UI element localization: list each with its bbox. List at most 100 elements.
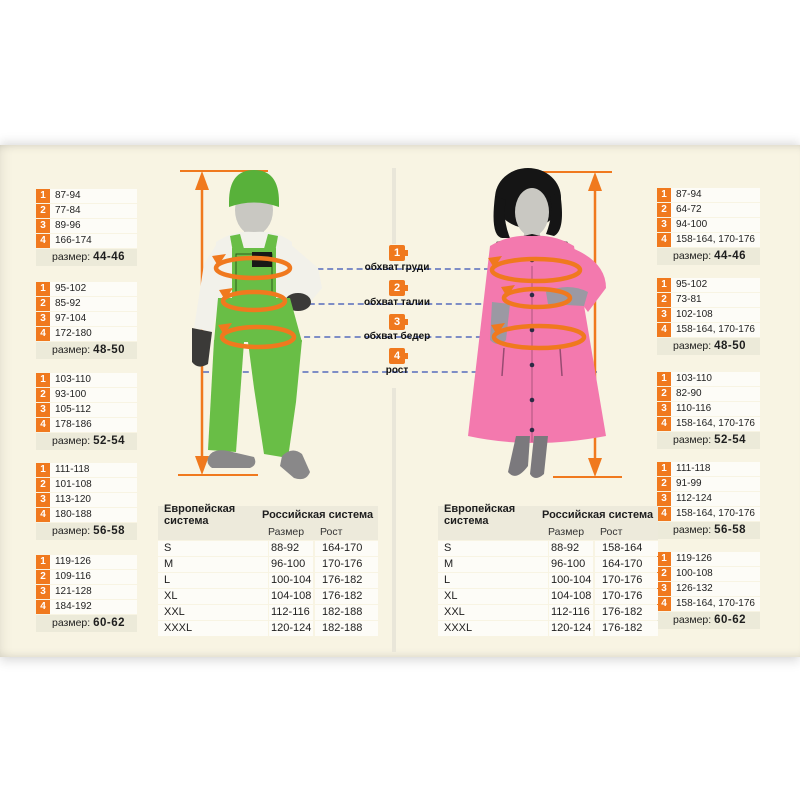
- male-worker-figure: [178, 170, 322, 480]
- legend-label-waist: обхват талии: [364, 297, 430, 308]
- ru-size: 88-92: [269, 541, 313, 556]
- measure-value: 64-72: [671, 203, 760, 217]
- measure-value: 87-94: [50, 189, 137, 203]
- size-label: размер:: [52, 617, 91, 629]
- ru-height: 176-182: [595, 621, 658, 636]
- table-subheader-size: Размер: [548, 526, 585, 538]
- ru-size: 104-108: [269, 589, 313, 604]
- row-number: 2: [657, 387, 671, 401]
- measure-value: 73-81: [671, 293, 760, 307]
- row-number: 3: [36, 585, 50, 599]
- legend-badge-2: 2: [389, 280, 408, 296]
- ru-height: 158-164: [595, 541, 658, 556]
- row-number: 2: [657, 203, 671, 217]
- row-number: 4: [36, 327, 50, 341]
- legend-badge-3: 3: [389, 314, 408, 330]
- size-label: размер:: [673, 524, 712, 536]
- size-label: размер:: [673, 614, 712, 626]
- size-row: размер: 48-50: [36, 342, 137, 359]
- measure-value: 109-116: [50, 570, 137, 584]
- size-value: 60-62: [714, 614, 747, 626]
- legend-badge-4: 4: [389, 348, 408, 364]
- table-row: XXXL 120-124 182-188: [158, 621, 378, 636]
- measure-value: 103-110: [50, 373, 137, 387]
- measure-value: 158-164, 170-176: [671, 597, 760, 611]
- size-label: размер:: [52, 435, 91, 447]
- measure-value: 91-99: [671, 477, 760, 491]
- eu-size: XXL: [438, 605, 548, 620]
- table-row: XXL 112-116 176-182: [438, 605, 658, 620]
- table-subheader-height: Рост: [600, 526, 623, 538]
- size-label: размер:: [52, 344, 91, 356]
- row-number: 4: [36, 234, 50, 248]
- size-value: 60-62: [93, 617, 126, 629]
- table-header-ru: Российская система: [542, 509, 654, 521]
- measure-value: 102-108: [671, 308, 760, 322]
- women-size-system-table: Европейская система Российская система Ра…: [438, 503, 658, 636]
- eu-size: S: [158, 541, 268, 556]
- hips-dashed-line: [294, 336, 492, 338]
- size-row: размер: 44-46: [36, 249, 137, 266]
- measure-value: 113-120: [50, 493, 137, 507]
- female-measure-ellipses: [488, 256, 587, 351]
- measure-value: 111-118: [50, 463, 137, 477]
- size-row: размер: 44-46: [657, 248, 760, 265]
- row-number: 2: [36, 570, 50, 584]
- row-number: 2: [657, 477, 671, 491]
- row-number: 3: [36, 403, 50, 417]
- row-number: 3: [657, 402, 671, 416]
- size-row: размер: 48-50: [657, 338, 760, 355]
- ru-height: 164-170: [595, 557, 658, 572]
- measure-value: 85-92: [50, 297, 137, 311]
- row-number: 3: [36, 219, 50, 233]
- row-number: 1: [657, 188, 671, 202]
- measure-value: 89-96: [50, 219, 137, 233]
- ru-size: 100-104: [549, 573, 593, 588]
- ru-size: 88-92: [549, 541, 593, 556]
- size-row: размер: 56-58: [36, 523, 137, 540]
- legend-item-hips: 3 обхват бедер: [337, 312, 457, 342]
- ru-height: 182-188: [315, 621, 378, 636]
- height-dashed-line: [203, 371, 597, 373]
- table-row: L 100-104 170-176: [438, 573, 658, 588]
- female-body: [468, 168, 606, 478]
- measure-value: 105-112: [50, 403, 137, 417]
- size-value: 48-50: [714, 340, 747, 352]
- measure-value: 180-188: [50, 508, 137, 522]
- size-label: размер:: [52, 525, 91, 537]
- legend-badge-1: 1: [389, 245, 408, 261]
- ru-size: 96-100: [549, 557, 593, 572]
- size-label: размер:: [52, 251, 91, 263]
- eu-size: M: [158, 557, 268, 572]
- male-measure-ellipses: [212, 254, 297, 350]
- measure-value: 97-104: [50, 312, 137, 326]
- size-row: размер: 52-54: [36, 433, 137, 450]
- row-number: 1: [36, 555, 50, 569]
- row-number: 4: [657, 323, 671, 337]
- row-number: 4: [36, 508, 50, 522]
- measure-value: 112-124: [671, 492, 760, 506]
- measure-value: 82-90: [671, 387, 760, 401]
- eu-size: XXXL: [158, 621, 268, 636]
- hard-hat-icon: [229, 170, 279, 207]
- row-number: 4: [36, 600, 50, 614]
- measure-value: 158-164, 170-176: [671, 233, 760, 247]
- measure-value: 77-84: [50, 204, 137, 218]
- men-size-system-table: Европейская система Российская система Ра…: [158, 503, 378, 636]
- table-row: S 88-92 158-164: [438, 541, 658, 556]
- measure-value: 101-108: [50, 478, 137, 492]
- measure-value: 126-132: [671, 582, 760, 596]
- ru-size: 120-124: [549, 621, 593, 636]
- table-row: XXL 112-116 182-188: [158, 605, 378, 620]
- men-size-block-56-58: 1 111-118 2 101-108 3 113-120 4 180-188 разм…: [36, 463, 137, 540]
- measure-value: 166-174: [50, 234, 137, 248]
- size-label: размер:: [673, 434, 712, 446]
- size-value: 56-58: [93, 525, 126, 537]
- size-value: 56-58: [714, 524, 747, 536]
- row-number: 3: [36, 312, 50, 326]
- measure-value: 110-116: [671, 402, 760, 416]
- ru-height: 164-170: [315, 541, 378, 556]
- men-size-block-52-54: 1 103-110 2 93-100 3 105-112 4 178-186 разме…: [36, 373, 137, 450]
- size-row: размер: 52-54: [657, 432, 760, 449]
- legend-label-chest: обхват груди: [364, 262, 430, 273]
